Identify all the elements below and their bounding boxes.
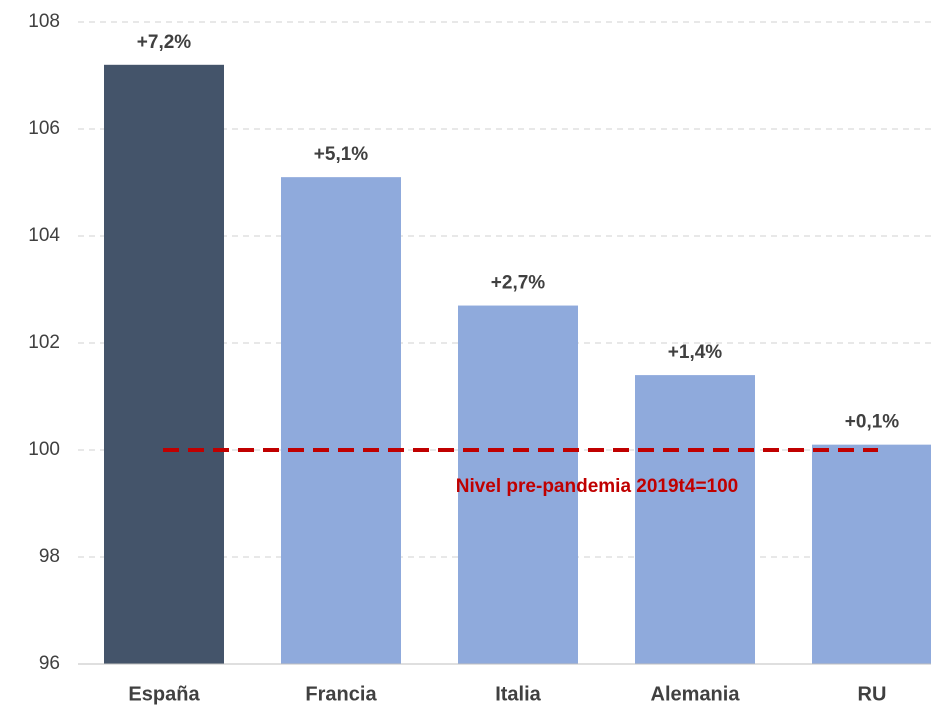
value-label: +5,1% bbox=[314, 144, 369, 165]
x-tick-label: Francia bbox=[305, 683, 377, 705]
x-tick-label: RU bbox=[858, 683, 887, 705]
value-label: +0,1% bbox=[845, 412, 900, 433]
y-tick-label: 100 bbox=[28, 439, 60, 460]
bar bbox=[635, 375, 755, 664]
y-tick-label: 108 bbox=[28, 11, 60, 32]
value-label: +1,4% bbox=[668, 342, 723, 363]
y-tick-label: 98 bbox=[39, 546, 60, 567]
value-label: +7,2% bbox=[137, 32, 192, 53]
value-label: +2,7% bbox=[491, 273, 546, 294]
y-tick-label: 106 bbox=[28, 118, 60, 139]
x-tick-label: España bbox=[128, 683, 200, 705]
y-tick-label: 96 bbox=[39, 653, 60, 674]
bar bbox=[281, 177, 401, 664]
x-tick-label: Italia bbox=[495, 683, 541, 705]
y-tick-label: 102 bbox=[28, 332, 60, 353]
bar bbox=[458, 305, 578, 664]
reference-label: Nivel pre-pandemia 2019t4=100 bbox=[456, 476, 739, 497]
bar bbox=[812, 444, 931, 664]
x-tick-label: Alemania bbox=[651, 683, 741, 705]
y-tick-label: 104 bbox=[28, 225, 60, 246]
bar bbox=[104, 64, 224, 665]
